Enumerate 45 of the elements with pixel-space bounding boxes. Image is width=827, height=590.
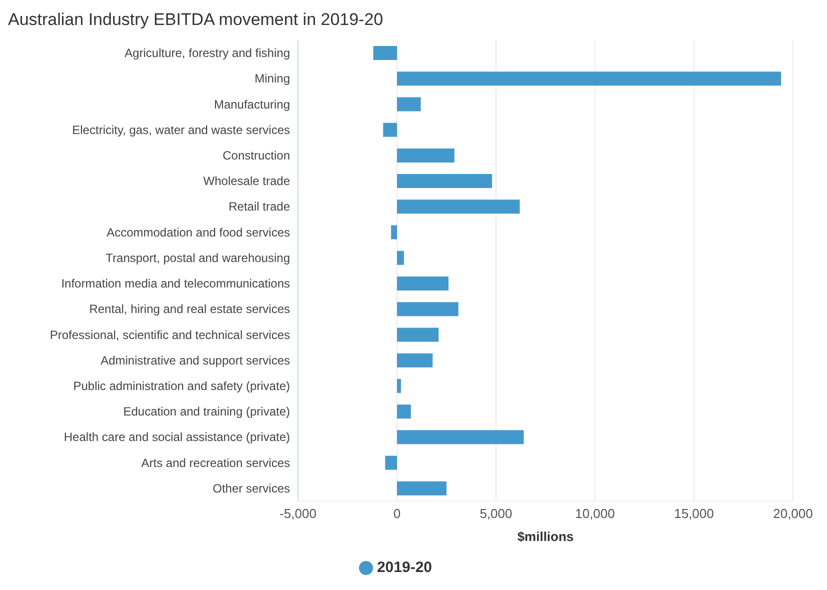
- x-tick-label: 0: [393, 506, 401, 522]
- y-tick-label: Arts and recreation services: [141, 456, 290, 470]
- y-tick-label: Transport, postal and warehousing: [106, 250, 290, 265]
- bar: [397, 353, 433, 368]
- x-tick-label: 5,000: [480, 506, 512, 522]
- x-tick-label: 10,000: [575, 506, 615, 522]
- x-tick-label: -5,000: [280, 506, 316, 522]
- bar: [383, 122, 397, 137]
- bar: [397, 430, 524, 444]
- bar: [397, 97, 421, 112]
- bar: [397, 72, 782, 86]
- bar: [397, 404, 411, 419]
- y-tick-label: Mining: [254, 72, 290, 86]
- bar: [397, 200, 520, 214]
- bar: [397, 378, 401, 393]
- y-tick-label: Construction: [222, 148, 290, 163]
- x-axis-title: $millions: [517, 529, 574, 544]
- y-tick-label: Rental, hiring and real estate services: [89, 302, 290, 316]
- bar: [397, 276, 448, 290]
- legend-label: 2019-20: [376, 559, 432, 576]
- bar: [397, 250, 404, 265]
- bar: [397, 481, 446, 496]
- y-tick-label: Electricity, gas, water and waste services: [72, 122, 290, 137]
- bar: [385, 456, 397, 470]
- y-tick-label: Education and training (private): [123, 404, 290, 419]
- y-tick-label: Agriculture, forestry and fishing: [124, 46, 290, 60]
- bar: [391, 225, 397, 240]
- y-tick-label: Information media and telecommunications: [61, 276, 290, 291]
- bar: [397, 174, 492, 188]
- x-tick-label: 15,000: [674, 506, 714, 522]
- y-tick-label: Manufacturing: [214, 97, 290, 112]
- y-tick-label: Professional, scientific and technical services: [50, 328, 290, 342]
- bar: [397, 148, 454, 162]
- y-tick-label: Other services: [212, 481, 290, 496]
- chart-title: Australian Industry EBITDA movement in 2019-20: [8, 9, 384, 31]
- y-tick-label: Retail trade: [228, 200, 290, 214]
- y-tick-label: Administrative and support services: [100, 353, 290, 368]
- y-tick-label: Health care and social assistance (private): [64, 430, 290, 444]
- bar: [373, 46, 397, 60]
- bar: [397, 328, 439, 342]
- y-tick-label: Wholesale trade: [203, 174, 290, 188]
- x-tick-label: 20,000: [773, 506, 813, 522]
- y-tick-label: Accommodation and food services: [106, 225, 290, 240]
- y-tick-label: Public administration and safety (private): [73, 379, 290, 394]
- bar: [397, 302, 458, 316]
